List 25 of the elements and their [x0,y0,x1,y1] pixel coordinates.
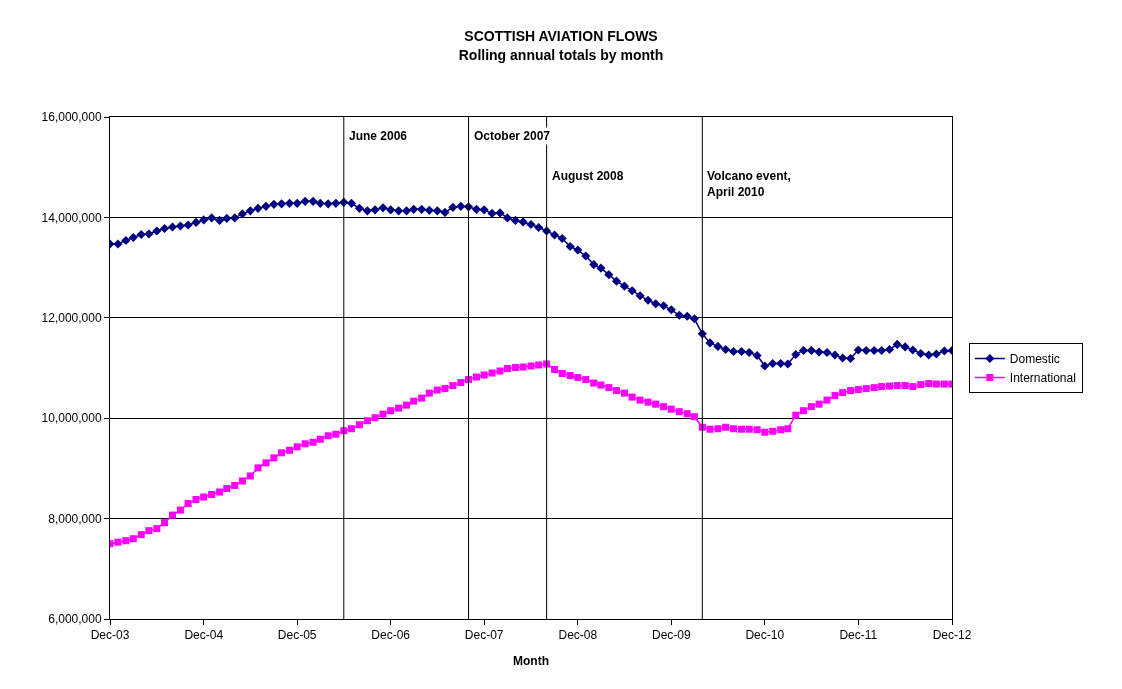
x-tick-label: Dec-04 [184,628,224,643]
x-tick-label: Dec-10 [745,628,785,643]
chart-subtitle: Rolling annual totals by month [458,46,664,63]
x-tick-label: Dec-12 [932,628,972,643]
y-tick-label: 8,000,000 [48,511,102,526]
y-tick-label: 12,000,000 [41,311,102,325]
legend-label: International [1009,371,1076,386]
x-tick-label: Dec-08 [558,628,598,643]
x-tick-label: Dec-09 [651,628,691,643]
legend-label: Domestic [1009,352,1060,367]
x-tick-label: Dec-06 [371,628,411,643]
x-tick-label: Dec-07 [464,628,504,643]
ref-line-label: June 2006 [349,129,408,143]
ref-line-label: Volcano event, April 2010 [707,169,791,199]
x-tick-label: Dec-05 [277,628,317,643]
x-tick-label: Dec-11 [839,628,878,643]
x-axis-title: Month [513,654,549,669]
y-tick-label: 10,000,000 [41,411,102,426]
y-tick-label: 16,000,000 [41,110,102,125]
chart-title: SCOTTISH AVIATION FLOWS [464,28,658,45]
ref-line-label: October 2007 [474,129,551,143]
ref-line-label: August 2008 [552,169,624,183]
y-tick-label: 14,000,000 [41,210,102,225]
x-tick-label: Dec-03 [90,628,130,643]
y-tick-label: 6,000,000 [48,612,102,627]
